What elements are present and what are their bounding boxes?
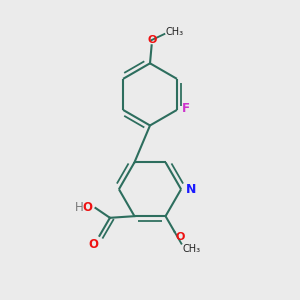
Text: H: H (75, 201, 84, 214)
Text: N: N (186, 183, 197, 196)
Text: O: O (82, 201, 92, 214)
Text: CH₃: CH₃ (182, 244, 200, 254)
Text: O: O (176, 232, 185, 242)
Text: O: O (147, 35, 157, 45)
Text: O: O (88, 238, 98, 251)
Text: CH₃: CH₃ (166, 27, 184, 37)
Text: F: F (182, 102, 190, 116)
